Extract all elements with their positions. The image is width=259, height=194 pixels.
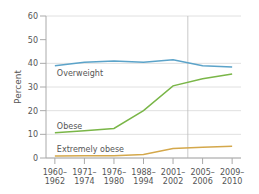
svg-text:20: 20	[28, 107, 38, 116]
svg-text:60: 60	[28, 12, 38, 21]
svg-text:40: 40	[28, 59, 38, 68]
svg-text:Overweight: Overweight	[57, 69, 103, 78]
svg-text:Extremely obese: Extremely obese	[57, 145, 124, 154]
svg-text:1988–1994: 1988–1994	[131, 168, 155, 186]
svg-text:0: 0	[33, 154, 38, 163]
svg-text:1971–1974: 1971–1974	[72, 168, 96, 186]
svg-text:1960–1962: 1960–1962	[43, 168, 67, 186]
svg-text:Percent: Percent	[13, 70, 23, 104]
svg-text:50: 50	[28, 36, 38, 45]
svg-text:1976–1980: 1976–1980	[102, 168, 126, 186]
svg-text:Obese: Obese	[57, 122, 82, 131]
svg-text:2009–2010: 2009–2010	[220, 168, 244, 186]
svg-text:30: 30	[28, 83, 38, 92]
svg-text:10: 10	[28, 130, 38, 139]
svg-text:2001–2002: 2001–2002	[161, 168, 185, 186]
svg-text:2005–2006: 2005–2006	[190, 168, 214, 186]
